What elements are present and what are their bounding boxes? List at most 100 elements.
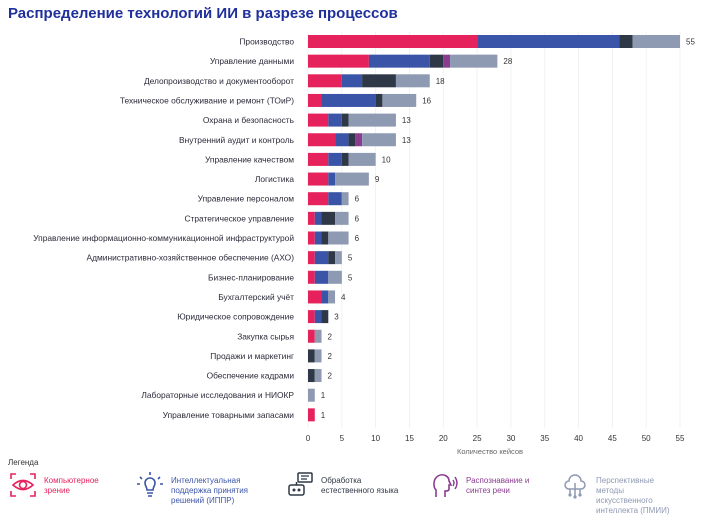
bar-segment [308, 113, 329, 127]
legend-item-ippr: Интеллектуальная поддержка принятия реше… [135, 470, 253, 510]
bar-row [308, 290, 336, 304]
category-label: Внутренний аудит и контроль [179, 135, 295, 145]
category-label: Управление информационно-коммуникационно… [33, 233, 294, 243]
bar-segment [314, 211, 322, 225]
bar-segment [308, 152, 329, 166]
bar-row [308, 192, 349, 206]
bar-segment [341, 74, 363, 88]
bar-row [308, 93, 417, 107]
total-label: 2 [328, 352, 333, 361]
bar-segment [362, 133, 396, 147]
total-label: 3 [334, 313, 339, 322]
bar-segment [308, 349, 315, 363]
x-tick-label: 0 [306, 434, 311, 443]
category-labels: Производство Управление данными Делопроизв… [33, 37, 294, 420]
bar-segment [321, 93, 376, 107]
grid-lines [307, 32, 681, 428]
bar-segment [348, 133, 356, 147]
x-tick-label: 10 [371, 434, 380, 443]
legend-item-pmii: Перспективные методы искусственного инте… [560, 470, 678, 515]
legend-label: Интеллектуальная поддержка принятия реше… [171, 476, 249, 505]
category-label: Охрана и безопасность [203, 115, 295, 125]
chat-robot-icon [288, 472, 313, 496]
bar-segment [314, 369, 322, 383]
bar-segment [308, 93, 322, 107]
total-label: 6 [355, 214, 360, 223]
bar-row [308, 310, 329, 324]
legend-title: Легенда [8, 458, 39, 467]
bar-segment [362, 74, 396, 88]
bar-segment [335, 172, 369, 186]
category-label: Управление товарными запасами [163, 410, 295, 420]
bar-row [308, 329, 322, 343]
legend-label: Обработка естественного языка [321, 476, 399, 495]
category-label: Техническое обслуживание и ремонт (ТОиР) [120, 95, 294, 105]
category-label: Бухгалтерский учёт [218, 292, 294, 302]
bar-segment [328, 231, 349, 245]
x-axis-ticks: 0 5 10 15 20 25 30 35 40 45 50 55 [306, 434, 685, 443]
bar-segment [450, 54, 498, 68]
x-tick-label: 45 [608, 434, 617, 443]
total-label: 5 [348, 254, 353, 263]
bar-segment [308, 74, 342, 88]
legend-label: Компьютерное зрение [44, 476, 99, 495]
category-label: Закупка сырья [237, 331, 294, 341]
bar-segment [341, 192, 349, 206]
bar-row [308, 152, 376, 166]
total-label: 1 [321, 391, 326, 400]
bar-segment [328, 113, 342, 127]
category-label: Бизнес-планирование [208, 272, 294, 282]
bar-segment [308, 231, 315, 245]
category-label: Обеспечение кадрами [207, 371, 295, 381]
legend-label: Распознавание и синтез речи [466, 476, 530, 495]
bar-segment [314, 251, 329, 265]
category-label: Лабораторные исследования и НИОКР [141, 390, 294, 400]
total-label: 13 [402, 116, 411, 125]
bar-segment [328, 270, 342, 284]
bar-segment [395, 74, 430, 88]
bar-segment [348, 152, 376, 166]
bar-row [308, 74, 430, 88]
speaking-head-icon [433, 474, 458, 497]
category-label: Управление персоналом [198, 194, 295, 204]
legend-item-speech: Распознавание и синтез речи [430, 470, 548, 510]
bar-segment [341, 152, 349, 166]
category-label: Делопроизводство и документооборот [144, 76, 294, 86]
bar-segment [328, 172, 336, 186]
bar-segment [314, 310, 322, 324]
bar-segment [368, 54, 430, 68]
bar-segment [335, 251, 342, 265]
category-label: Управление качеством [205, 154, 294, 164]
lightbulb-icon [137, 472, 163, 497]
bar-row [308, 172, 369, 186]
bar-segment [429, 54, 444, 68]
bar-segment [382, 93, 417, 107]
bar-segment [314, 270, 329, 284]
bar-segment [321, 310, 329, 324]
category-label: Административно-хозяйственное обеспечени… [87, 253, 295, 263]
bar-segment [308, 54, 369, 68]
x-tick-label: 15 [405, 434, 414, 443]
network-tree-icon [564, 474, 586, 499]
x-tick-label: 25 [473, 434, 482, 443]
bar-segment [328, 290, 336, 304]
total-label: 6 [355, 195, 360, 204]
bar-row [308, 133, 396, 147]
bar-row [308, 35, 680, 48]
category-label: Стратегическое управление [184, 213, 294, 223]
bar-row [308, 211, 349, 225]
legend-item-nlp: Обработка естественного языка [285, 470, 403, 510]
bar-segment [632, 35, 680, 48]
legend-label: Перспективные методы искусственного инте… [596, 476, 670, 515]
x-tick-label: 50 [642, 434, 651, 443]
bar-row [308, 54, 498, 68]
bar-segment [314, 349, 322, 363]
x-tick-label: 40 [574, 434, 583, 443]
total-label: 6 [355, 234, 360, 243]
category-label: Юридическое сопровождение [177, 312, 294, 322]
total-label: 55 [686, 38, 695, 47]
bar-row [308, 408, 315, 422]
bar-segment [308, 270, 315, 284]
bar-segment [314, 231, 322, 245]
